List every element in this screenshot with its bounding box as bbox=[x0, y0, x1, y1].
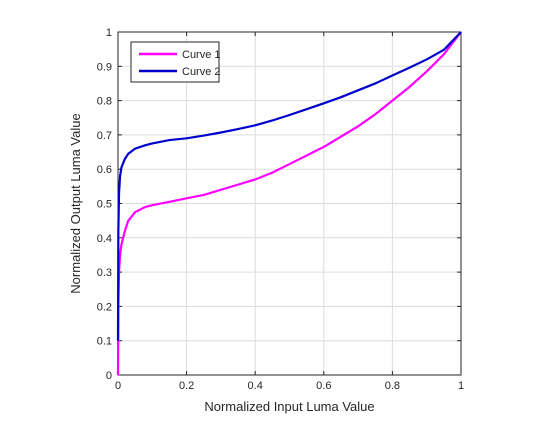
x-tick-label: 0.4 bbox=[248, 380, 263, 392]
legend-label-curve-2: Curve 2 bbox=[182, 66, 221, 78]
legend-label-curve-1: Curve 1 bbox=[182, 49, 221, 61]
legend: Curve 1 Curve 2 bbox=[130, 41, 221, 83]
x-tick-label: 0 bbox=[115, 380, 121, 392]
x-tick-label: 0.6 bbox=[316, 380, 331, 392]
y-tick-label: 0.9 bbox=[97, 61, 112, 73]
y-tick-label: 0.2 bbox=[97, 301, 112, 313]
y-tick-label: 0.8 bbox=[97, 96, 112, 108]
axis-ticks: 0 0.2 0.4 0.6 0.8 1 0 0.1 0.2 0.3 0.4 0.5 0.6 0.7 0.8 0… bbox=[97, 27, 464, 392]
y-tick-label: 0.6 bbox=[97, 164, 112, 176]
x-tick-label: 1 bbox=[458, 380, 464, 392]
y-tick-label: 0.1 bbox=[97, 336, 112, 348]
series-lines bbox=[116, 31, 462, 376]
series-line-curve-1 bbox=[116, 31, 462, 376]
x-axis-label: Normalized Input Luma Value bbox=[204, 399, 374, 414]
y-tick-label: 0.4 bbox=[97, 233, 112, 245]
y-tick-label: 0 bbox=[106, 370, 112, 382]
legend-box bbox=[130, 41, 220, 83]
x-tick-label: 0.8 bbox=[385, 380, 400, 392]
y-tick-label: 0.7 bbox=[97, 130, 112, 142]
grid bbox=[117, 31, 462, 376]
y-tick-label: 1 bbox=[106, 27, 112, 39]
y-tick-label: 0.5 bbox=[97, 199, 112, 211]
y-tick-label: 0.3 bbox=[97, 267, 112, 279]
y-axis-label: Normalized Output Luma Value bbox=[68, 113, 83, 293]
series-line-curve-2 bbox=[116, 31, 462, 341]
x-tick-label: 0.2 bbox=[179, 380, 194, 392]
